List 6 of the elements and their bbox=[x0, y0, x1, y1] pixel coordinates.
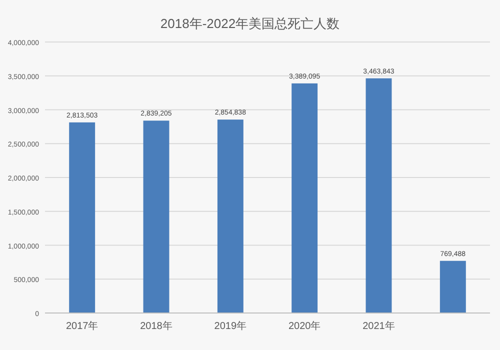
x-tick-label: 2019年 bbox=[214, 320, 247, 332]
x-tick-label: 2021年 bbox=[362, 320, 395, 332]
x-tick-label: 2018年 bbox=[140, 320, 172, 332]
title: 2018年-2022年美国总死亡人数 bbox=[160, 16, 340, 31]
x-tick-label: 2017年 bbox=[66, 320, 98, 332]
x-tick-label: 2020年 bbox=[288, 320, 321, 332]
